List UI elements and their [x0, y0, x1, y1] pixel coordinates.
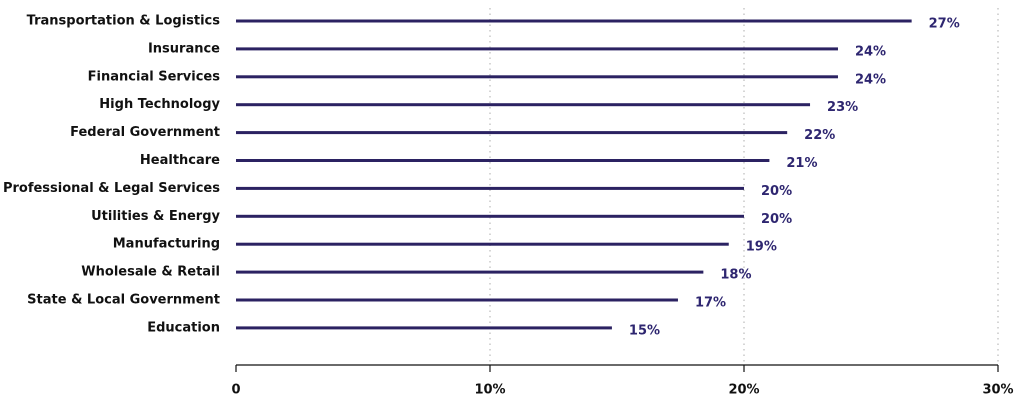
bar — [236, 103, 811, 107]
value-label: 15% — [629, 323, 660, 338]
bar — [236, 47, 838, 51]
y-tick-label: Financial Services — [88, 69, 221, 84]
value-label: 20% — [761, 212, 792, 227]
value-label: 20% — [761, 184, 792, 199]
y-tick-label: Education — [147, 320, 220, 335]
x-tick-label: 10% — [474, 383, 505, 398]
y-tick-label: Federal Government — [70, 125, 220, 140]
bar — [236, 298, 678, 302]
bar — [236, 214, 744, 218]
y-tick-label: Wholesale & Retail — [81, 265, 220, 280]
y-tick-label: Utilities & Energy — [91, 209, 220, 224]
y-tick-label: High Technology — [99, 97, 220, 112]
value-label: 24% — [855, 72, 886, 87]
value-label: 27% — [929, 17, 960, 32]
y-tick-label: Professional & Legal Services — [3, 181, 220, 196]
value-label: 17% — [695, 296, 726, 311]
bar — [236, 75, 838, 79]
y-tick-label: Transportation & Logistics — [27, 14, 221, 29]
y-tick-label: State & Local Government — [27, 293, 220, 308]
bar — [236, 270, 704, 274]
bar — [236, 159, 770, 162]
y-tick-label: Manufacturing — [113, 237, 220, 252]
bar — [236, 186, 744, 190]
value-label: 19% — [746, 240, 777, 255]
bar — [236, 242, 729, 246]
value-label: 24% — [855, 44, 886, 59]
bar — [236, 19, 912, 23]
value-label: 21% — [786, 156, 817, 171]
x-tick-label: 30% — [982, 383, 1013, 398]
value-label: 23% — [827, 100, 858, 115]
x-tick-label: 20% — [728, 383, 759, 398]
y-tick-label: Healthcare — [140, 153, 220, 168]
value-label: 18% — [720, 268, 751, 283]
bar — [236, 326, 612, 330]
x-tick-label: 0 — [231, 383, 240, 398]
value-label: 22% — [804, 128, 835, 143]
bar — [236, 131, 788, 135]
y-tick-label: Insurance — [148, 41, 220, 56]
